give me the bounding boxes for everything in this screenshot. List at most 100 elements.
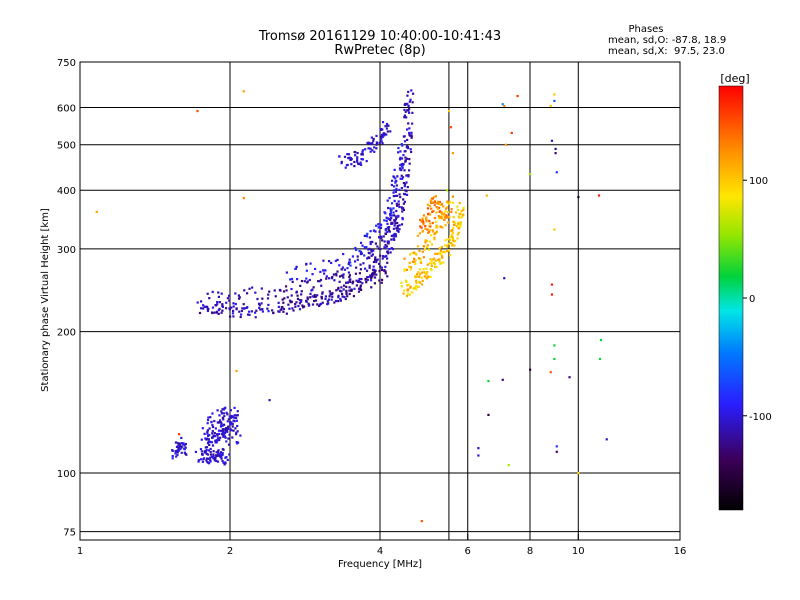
scatter-point [423, 271, 426, 274]
colorbar-tick-label: -100 [749, 412, 772, 423]
scatter-point [361, 149, 364, 152]
scatter-point [233, 406, 236, 409]
scatter-point [456, 224, 459, 227]
scatter-point [398, 224, 401, 227]
scatter-point [433, 216, 436, 220]
scatter-point [318, 304, 321, 308]
scatter-point [260, 287, 263, 290]
colorbar-tick-label: 0 [749, 294, 755, 305]
scatter-point [290, 287, 293, 291]
scatter-point [395, 184, 398, 187]
scatter-point [180, 451, 183, 454]
scatter-point [516, 94, 519, 98]
scatter-point [383, 134, 386, 137]
scatter-point [387, 242, 390, 245]
scatter-point [261, 308, 264, 311]
scatter-point [428, 204, 432, 208]
scatter-point [340, 290, 343, 293]
scatter-point [363, 246, 366, 249]
scatter-point [296, 294, 299, 297]
scatter-point [338, 289, 342, 292]
scatter-point [177, 433, 181, 436]
scatter-point [277, 305, 280, 308]
scatter-point [390, 179, 394, 182]
scatter-point [401, 210, 404, 213]
scatter-point [383, 132, 386, 135]
scatter-point [398, 205, 401, 209]
scatter-point [415, 279, 418, 282]
scatter-point [447, 249, 451, 252]
scatter-point [210, 421, 213, 424]
scatter-point [177, 444, 180, 447]
scatter-point [403, 269, 406, 272]
scatter-point [346, 153, 349, 156]
scatter-point [371, 274, 374, 277]
scatter-point [290, 277, 294, 281]
scatter-point [356, 156, 359, 159]
scatter-point [313, 295, 316, 298]
scatter-point [390, 234, 393, 238]
scatter-point [207, 307, 210, 311]
scatter-point [384, 270, 387, 273]
scatter-point [357, 162, 360, 165]
scatter-point [450, 233, 454, 237]
scatter-point [390, 217, 393, 220]
scatter-point [400, 186, 403, 190]
scatter-point [347, 262, 350, 266]
scatter-point [396, 226, 399, 229]
scatter-point [406, 292, 410, 295]
scatter-point [359, 163, 363, 166]
scatter-point [417, 271, 420, 274]
scatter-point [360, 252, 364, 255]
scatter-point [432, 230, 435, 233]
scatter-point [294, 305, 297, 308]
scatter-point [179, 445, 182, 448]
scatter-point [223, 461, 226, 464]
scatter-point [285, 271, 288, 274]
scatter-point [439, 249, 442, 252]
scatter-point [386, 130, 389, 133]
scatter-point [342, 284, 346, 287]
scatter-point [441, 256, 444, 259]
scatter-point [408, 107, 411, 110]
scatter-point [347, 271, 351, 274]
scatter-point [553, 99, 556, 103]
y-tick-label: 500 [57, 141, 76, 152]
scatter-point [345, 164, 349, 167]
scatter-point [317, 280, 320, 283]
scatter-point [425, 245, 429, 249]
scatter-point [198, 311, 202, 315]
scatter-point [221, 309, 224, 312]
scatter-point [218, 414, 221, 417]
scatter-point [392, 237, 395, 240]
scatter-point [419, 257, 422, 260]
scatter-point [453, 223, 456, 226]
scatter-point [384, 265, 387, 268]
scatter-point [444, 215, 447, 219]
scatter-point [446, 206, 449, 209]
scatter-point [426, 244, 429, 247]
scatter-point [411, 92, 415, 95]
scatter-point [337, 286, 340, 289]
scatter-point [386, 222, 389, 225]
scatter-point [423, 248, 427, 251]
scatter-point [222, 418, 225, 421]
scatter-point [435, 211, 438, 214]
scatter-point [381, 257, 384, 260]
scatter-point [399, 156, 402, 159]
scatter-point [449, 238, 452, 241]
scatter-point [414, 284, 418, 288]
scatter-point [405, 193, 409, 196]
scatter-point [338, 280, 341, 283]
scatter-point [233, 420, 236, 423]
scatter-point [210, 455, 213, 458]
scatter-point [311, 273, 314, 276]
scatter-point [207, 457, 210, 460]
scatter-point [554, 152, 557, 155]
colorbar-tick-label: 100 [749, 176, 768, 187]
scatter-point [383, 246, 386, 249]
scatter-point [386, 217, 389, 220]
scatter-point [379, 265, 382, 268]
scatter-point [386, 226, 389, 229]
scatter-point [414, 259, 417, 262]
